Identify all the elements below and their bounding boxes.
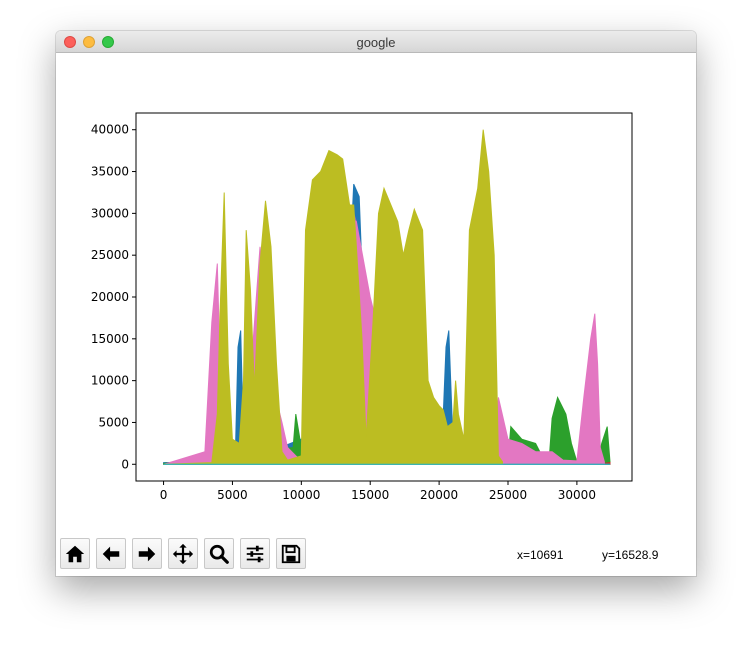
arrow-right-icon	[138, 546, 156, 561]
floppy-disk-icon	[281, 544, 301, 563]
x-coordinate-readout: x=10691	[517, 548, 564, 562]
sliders-icon	[246, 545, 264, 562]
y-tick-label: 10000	[91, 374, 129, 388]
zoom-button[interactable]	[204, 538, 234, 569]
navigation-toolbar: x=10691 y=16528.9	[56, 533, 696, 576]
move-icon	[172, 543, 194, 564]
x-tick-label: 5000	[217, 488, 248, 502]
minimize-window-button[interactable]	[83, 36, 95, 48]
forward-button[interactable]	[132, 538, 162, 569]
x-tick-label: 20000	[420, 488, 458, 502]
series-layer	[163, 129, 611, 465]
x-tick-label: 15000	[351, 488, 389, 502]
y-tick-label: 15000	[91, 332, 129, 346]
series-7-area	[163, 129, 503, 465]
close-window-button[interactable]	[64, 36, 76, 48]
x-tick-label: 30000	[558, 488, 596, 502]
window-title: google	[356, 35, 396, 50]
title-bar[interactable]: google	[56, 31, 696, 53]
configure-subplots-button[interactable]	[240, 538, 270, 569]
pan-button[interactable]	[168, 538, 198, 569]
home-icon	[65, 545, 85, 562]
y-tick-label: 40000	[91, 123, 129, 137]
area-chart[interactable]: 0 5000 10000 15000 20000 25000 30000 0 5000 10000…	[56, 53, 696, 533]
save-button[interactable]	[276, 538, 306, 569]
y-tick-label: 25000	[91, 248, 129, 262]
figure-canvas[interactable]: 0 5000 10000 15000 20000 25000 30000 0 5000 10000…	[56, 53, 696, 533]
arrow-left-icon	[102, 546, 120, 561]
x-tick-label: 0	[160, 488, 168, 502]
y-coordinate-readout: y=16528.9	[602, 548, 659, 562]
home-button[interactable]	[60, 538, 90, 569]
ticks-layer: 0 5000 10000 15000 20000 25000 30000 0 5000 10000…	[91, 123, 596, 502]
y-tick-label: 5000	[98, 415, 129, 429]
y-tick-label: 35000	[91, 165, 129, 179]
y-tick-label: 20000	[91, 290, 129, 304]
magnifier-icon	[209, 544, 229, 564]
zoom-window-button[interactable]	[102, 36, 114, 48]
y-tick-label: 0	[121, 457, 129, 471]
plot-window: google 0 5000 10000 15000 20000 25000 30000 0 50…	[56, 31, 696, 576]
x-tick-label: 25000	[489, 488, 527, 502]
back-button[interactable]	[96, 538, 126, 569]
y-tick-label: 30000	[91, 206, 129, 220]
x-tick-label: 10000	[282, 488, 320, 502]
